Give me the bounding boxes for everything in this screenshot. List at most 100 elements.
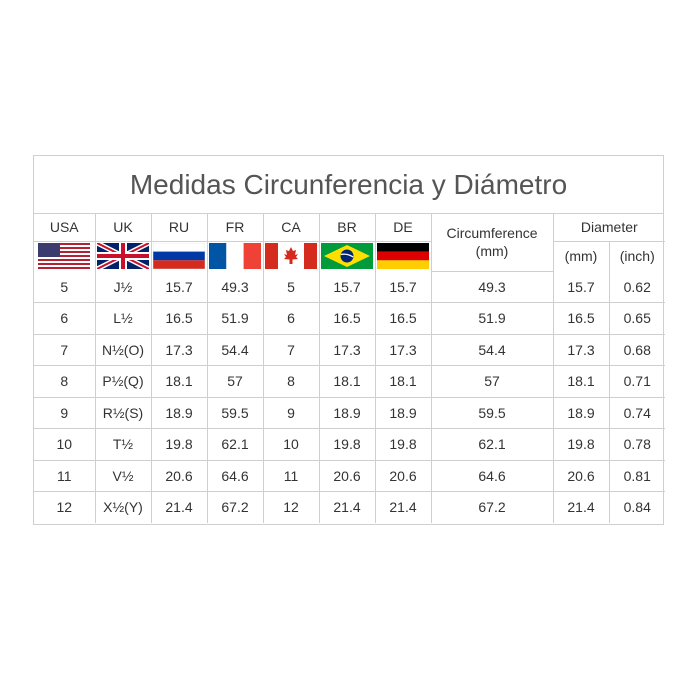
cell-br: 18.1 [318, 365, 376, 398]
cell-diameter-inch: 0.84 [608, 491, 666, 523]
cell-ru: 20.6 [150, 459, 208, 492]
cell-diameter-inch: 0.65 [608, 302, 666, 335]
col-ru: RU [150, 214, 208, 242]
table-row: 6 L½ 16.5 51.9 6 16.5 16.5 51.9 16.5 0.65 [34, 302, 666, 335]
cell-usa: 12 [34, 491, 96, 523]
col-br: BR [318, 214, 376, 242]
cell-fr: 59.5 [206, 396, 264, 429]
chart-title: Medidas Circunferencia y Diámetro [34, 156, 663, 214]
cell-de: 15.7 [374, 271, 432, 303]
cell-diameter-mm: 19.8 [552, 428, 610, 461]
canada-flag-cell [262, 240, 320, 271]
germany-flag-icon [377, 243, 429, 270]
cell-diameter-mm: 18.9 [552, 396, 610, 429]
table-row: 9 R½(S) 18.9 59.5 9 18.9 18.9 59.5 18.9 0.74 [34, 396, 666, 429]
cell-usa: 10 [34, 428, 96, 461]
col-fr: FR [206, 214, 264, 242]
cell-diameter-inch: 0.62 [608, 271, 666, 303]
cell-diameter-mm: 17.3 [552, 333, 610, 366]
table-row: 5 J½ 15.7 49.3 5 15.7 15.7 49.3 15.7 0.62 [34, 271, 666, 303]
cell-diameter-inch: 0.81 [608, 459, 666, 492]
cell-de: 21.4 [374, 491, 432, 523]
uk-flag-icon [97, 243, 149, 270]
cell-de: 17.3 [374, 333, 432, 366]
cell-fr: 64.6 [206, 459, 264, 492]
cell-ru: 18.9 [150, 396, 208, 429]
cell-diameter-mm: 21.4 [552, 491, 610, 523]
cell-diameter-mm: 20.6 [552, 459, 610, 492]
col-diameter-mm: (mm) [552, 240, 610, 271]
cell-de: 16.5 [374, 302, 432, 335]
cell-uk: N½(O) [94, 333, 152, 366]
col-diameter-inch: (inch) [608, 240, 666, 271]
cell-uk: L½ [94, 302, 152, 335]
cell-fr: 57 [206, 365, 264, 398]
cell-circumference: 49.3 [430, 271, 554, 303]
circumference-unit: (mm) [475, 243, 509, 260]
cell-ru: 15.7 [150, 271, 208, 303]
cell-circumference: 59.5 [430, 396, 554, 429]
col-uk: UK [94, 214, 152, 242]
cell-diameter-inch: 0.78 [608, 428, 666, 461]
cell-br: 21.4 [318, 491, 376, 523]
cell-ru: 16.5 [150, 302, 208, 335]
cell-ru: 17.3 [150, 333, 208, 366]
col-usa: USA [34, 214, 96, 242]
cell-circumference: 51.9 [430, 302, 554, 335]
russia-flag-icon [153, 243, 205, 270]
cell-diameter-mm: 15.7 [552, 271, 610, 303]
cell-ca: 8 [262, 365, 320, 398]
cell-ca: 5 [262, 271, 320, 303]
table-row: 12 X½(Y) 21.4 67.2 12 21.4 21.4 67.2 21.4 0.84 [34, 491, 666, 523]
cell-diameter-inch: 0.68 [608, 333, 666, 366]
circumference-label: Circumference [446, 225, 538, 242]
france-flag-icon [209, 243, 261, 270]
cell-uk: X½(Y) [94, 491, 152, 523]
cell-ca: 7 [262, 333, 320, 366]
col-ca: CA [262, 214, 320, 242]
cell-de: 18.9 [374, 396, 432, 429]
cell-de: 18.1 [374, 365, 432, 398]
cell-usa: 9 [34, 396, 96, 429]
cell-usa: 8 [34, 365, 96, 398]
cell-usa: 7 [34, 333, 96, 366]
cell-ru: 19.8 [150, 428, 208, 461]
brazil-flag-cell [318, 240, 376, 271]
cell-br: 18.9 [318, 396, 376, 429]
cell-de: 20.6 [374, 459, 432, 492]
cell-diameter-inch: 0.71 [608, 365, 666, 398]
size-table: USA UK RU FR CA BR DE Circumference (mm)… [34, 214, 666, 523]
cell-uk: P½(Q) [94, 365, 152, 398]
cell-br: 19.8 [318, 428, 376, 461]
cell-ru: 18.1 [150, 365, 208, 398]
col-circumference: Circumference (mm) [430, 214, 554, 272]
cell-fr: 54.4 [206, 333, 264, 366]
table-row: 10 T½ 19.8 62.1 10 19.8 19.8 62.1 19.8 0.78 [34, 428, 666, 461]
size-chart: Medidas Circunferencia y Diámetro USA UK… [33, 155, 666, 525]
cell-ca: 9 [262, 396, 320, 429]
cell-ca: 12 [262, 491, 320, 523]
table-body: 5 J½ 15.7 49.3 5 15.7 15.7 49.3 15.7 0.62 6 L½ 16.5 5… [34, 271, 666, 523]
cell-circumference: 54.4 [430, 333, 554, 366]
cell-br: 20.6 [318, 459, 376, 492]
cell-br: 16.5 [318, 302, 376, 335]
cell-circumference: 67.2 [430, 491, 554, 523]
cell-diameter-inch: 0.74 [608, 396, 666, 429]
cell-ca: 6 [262, 302, 320, 335]
cell-usa: 5 [34, 271, 96, 303]
cell-circumference: 64.6 [430, 459, 554, 492]
uk-flag-cell [94, 240, 152, 271]
cell-circumference: 62.1 [430, 428, 554, 461]
cell-fr: 49.3 [206, 271, 264, 303]
canada-flag-icon [265, 243, 317, 270]
cell-ca: 10 [262, 428, 320, 461]
cell-diameter-mm: 18.1 [552, 365, 610, 398]
table-row: 7 N½(O) 17.3 54.4 7 17.3 17.3 54.4 17.3 0.68 [34, 333, 666, 366]
cell-de: 19.8 [374, 428, 432, 461]
col-de: DE [374, 214, 432, 242]
cell-ru: 21.4 [150, 491, 208, 523]
cell-fr: 62.1 [206, 428, 264, 461]
cell-usa: 11 [34, 459, 96, 492]
table-row: 11 V½ 20.6 64.6 11 20.6 20.6 64.6 20.6 0.81 [34, 459, 666, 492]
germany-flag-cell [374, 240, 432, 271]
